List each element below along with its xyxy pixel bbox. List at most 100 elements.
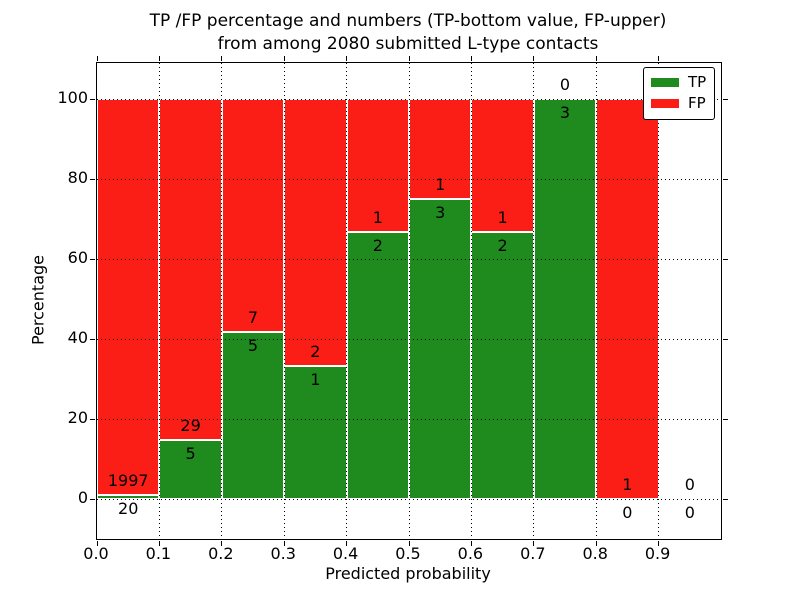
fp-count-label-0.5-0.6: 1	[435, 175, 446, 194]
y-tick-left-60	[90, 258, 95, 260]
x-tick-label-0.0: 0.0	[83, 544, 109, 563]
chart-title: TP /FP percentage and numbers (TP-bottom…	[96, 10, 720, 56]
x-tick-bottom-0.4	[346, 541, 348, 546]
x-tick-top-0.9	[658, 56, 660, 61]
x-tick-top-0.2	[221, 56, 223, 61]
tp-count-label-0.0-0.1: 20	[118, 499, 139, 519]
x-tick-label-0.2: 0.2	[208, 544, 234, 563]
y-tick-right-80	[723, 178, 728, 180]
tp-count-label-0.1-0.2: 5	[185, 444, 196, 464]
tp-count-label-0.8-0.9: 0	[622, 503, 633, 522]
x-tick-top-0.6	[470, 56, 472, 61]
x-tick-bottom-0.9	[658, 541, 660, 546]
x-tick-label-0.9: 0.9	[644, 544, 671, 563]
x-tick-bottom-0.1	[158, 541, 160, 546]
y-tick-label-100: 100	[57, 88, 88, 107]
gridline-h-100	[97, 98, 721, 100]
tp-count-label-0.7-0.8: 3	[559, 103, 571, 122]
tp-count-label-0.6-0.7: 2	[497, 236, 508, 256]
x-tick-top-0.1	[158, 56, 160, 61]
tp-count-label-0.9-1.0: 0	[684, 503, 695, 522]
bar-tp-0.6-0.7	[471, 232, 534, 499]
gridline-v-0.2	[221, 63, 223, 539]
y-tick-left-40	[90, 338, 95, 340]
x-tick-label-0.6: 0.6	[457, 544, 484, 563]
fp-count-label-0.2-0.3: 7	[247, 308, 259, 328]
y-tick-label-40: 40	[67, 328, 88, 347]
gridline-v-0.5	[408, 63, 410, 539]
x-tick-top-0.8	[595, 56, 597, 61]
y-tick-right-60	[723, 258, 728, 260]
tp-count-label-0.3-0.4: 1	[310, 369, 321, 389]
y-tick-left-100	[90, 98, 95, 100]
tp-legend-label: TP	[688, 73, 707, 91]
plot-area: TP FP 1997 20 29 5 7 5 2 1 1 2 1 3 1 2 0 3 1 0 0 0	[90, 56, 728, 546]
y-tick-left-0	[90, 498, 95, 500]
y-tick-left-20	[90, 418, 95, 420]
tp-count-label-0.2-0.3: 5	[247, 336, 259, 356]
gridline-v-0.3	[283, 63, 285, 539]
x-tick-top-0.4	[346, 56, 348, 61]
y-tick-right-20	[723, 418, 728, 420]
fp-legend-swatch-icon	[651, 99, 679, 108]
tp-count-label-0.5-0.6: 3	[435, 203, 446, 222]
gridline-v-0.9	[658, 63, 660, 539]
x-tick-label-0.4: 0.4	[332, 544, 359, 563]
gridline-v-0.7	[533, 63, 535, 539]
gridline-h-60	[97, 258, 721, 260]
tp-count-label-0.4-0.5: 2	[372, 236, 383, 256]
x-tick-bottom-0.6	[470, 541, 472, 546]
bar-fp-0.2-0.3	[221, 99, 285, 333]
gridline-v-0.8	[595, 63, 597, 539]
x-tick-bottom-0.2	[221, 541, 223, 546]
legend: TP FP	[643, 67, 715, 120]
x-tick-top-0.7	[533, 56, 535, 61]
bar-fp-0.3-0.4	[284, 99, 347, 366]
fp-count-label-0.6-0.7: 1	[497, 208, 508, 228]
fp-count-label-0.9-1.0: 0	[684, 475, 695, 494]
bar-tp-0.7-0.8	[533, 99, 597, 499]
x-tick-label-0.1: 0.1	[145, 544, 172, 563]
x-tick-top-0.0	[96, 56, 98, 61]
tp-legend-swatch-icon	[651, 78, 679, 87]
x-tick-bottom-0.0	[96, 541, 98, 546]
bar-fp-0.0-0.1	[97, 99, 160, 496]
y-tick-left-80	[90, 178, 95, 180]
y-tick-label-80: 80	[67, 168, 88, 187]
x-tick-bottom-0.7	[533, 541, 535, 546]
x-tick-label-0.3: 0.3	[270, 544, 296, 563]
fp-count-label-0.3-0.4: 2	[310, 341, 321, 361]
x-tick-label-0.5: 0.5	[395, 544, 421, 563]
y-tick-label-20: 20	[67, 408, 88, 427]
x-tick-label-0.8: 0.8	[582, 544, 608, 563]
bar-fp-0.8-0.9	[596, 99, 659, 499]
bar-fp-0.4-0.5	[346, 99, 409, 233]
y-tick-right-40	[723, 338, 728, 340]
x-tick-bottom-0.8	[595, 541, 597, 546]
fp-count-label-0.7-0.8: 0	[559, 75, 571, 94]
bar-tp-0.5-0.6	[409, 199, 472, 499]
legend-entry-tp: TP	[644, 72, 714, 93]
x-tick-label-0.7: 0.7	[520, 544, 546, 563]
bar-fp-0.1-0.2	[159, 99, 222, 441]
gridline-h-20	[97, 418, 721, 420]
bar-tp-0.2-0.3	[221, 332, 285, 499]
x-axis-label: Predicted probability	[325, 564, 491, 583]
x-tick-bottom-0.3	[283, 541, 285, 546]
chart-title-line1: TP /FP percentage and numbers (TP-bottom…	[149, 11, 667, 31]
y-tick-right-0	[723, 498, 728, 500]
y-tick-label-0: 0	[77, 488, 88, 507]
bar-tp-0.3-0.4	[284, 365, 347, 499]
fp-count-label-0.8-0.9: 1	[622, 475, 633, 494]
x-tick-top-0.3	[283, 56, 285, 61]
fp-count-label-0.4-0.5: 1	[372, 208, 383, 228]
y-tick-right-100	[723, 98, 728, 100]
y-tick-label-60: 60	[67, 248, 88, 267]
fp-count-label-0.1-0.2: 29	[180, 416, 201, 436]
fp-legend-label: FP	[688, 94, 706, 112]
bar-tp-0.4-0.5	[346, 232, 409, 499]
bar-fp-0.6-0.7	[471, 99, 534, 233]
gridline-h-40	[97, 338, 721, 340]
fp-count-label-0.0-0.1: 1997	[107, 471, 149, 491]
